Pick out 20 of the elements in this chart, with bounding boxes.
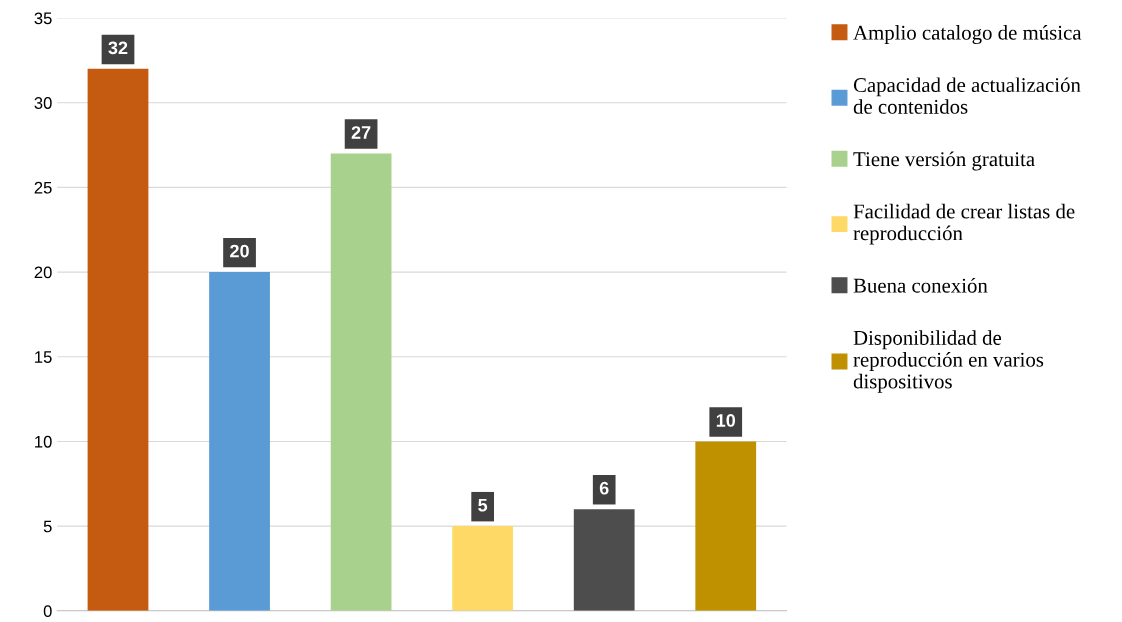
- data-label: 10: [716, 414, 736, 427]
- y-tick-label: 10: [35, 435, 52, 448]
- y-tick-label: 20: [34, 266, 52, 279]
- y-tick-label: 30: [34, 97, 52, 109]
- legend-label: Amplio catalogo de música: [853, 25, 1082, 45]
- data-label: 32: [108, 41, 128, 55]
- y-tick-label: 0: [43, 605, 52, 618]
- y-tick-label: 15: [35, 351, 52, 363]
- data-label: 27: [351, 126, 371, 139]
- legend-label: Facilidad de crear listas de reproducción: [853, 203, 1075, 245]
- data-label: 5: [478, 498, 488, 512]
- legend-label: Capacidad de actualización de contenidos: [853, 77, 1081, 114]
- legend-label: Tiene versión gratuita: [853, 151, 1035, 171]
- data-label: 6: [599, 481, 609, 495]
- legend-label: Disponibilidad de reproducción en varios dispositivos: [853, 330, 1044, 393]
- y-tick-label: 35: [34, 12, 52, 25]
- legend-label: Buena conexión: [853, 277, 988, 293]
- y-tick-label: 25: [34, 181, 52, 194]
- y-tick-label: 5: [43, 520, 52, 533]
- data-label: 20: [230, 244, 249, 258]
